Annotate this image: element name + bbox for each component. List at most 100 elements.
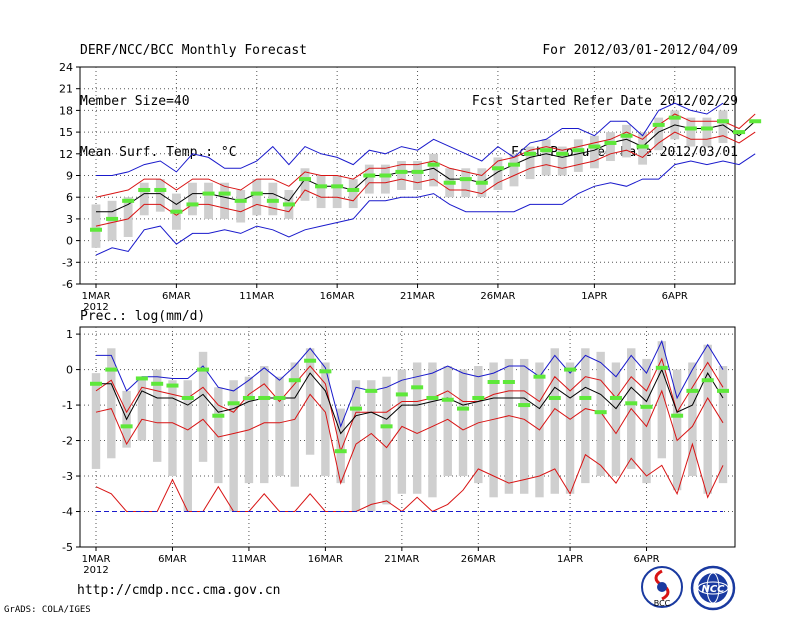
prec-observed-mark [533, 374, 546, 379]
prec-observed-mark [625, 401, 638, 406]
prec-xtick-label: 1APR [557, 554, 583, 565]
prec-observed-mark [181, 395, 194, 400]
temp-observed-mark [363, 173, 376, 178]
prec-xtick-label: 21MAR [384, 554, 419, 565]
temp-ytick-label: 21 [59, 83, 73, 96]
prec-xtick-label: 26MAR [461, 554, 496, 565]
temp-ensemble-box [91, 204, 101, 248]
prec-xtick-year: 2012 [83, 565, 108, 576]
temp-observed-mark [588, 144, 601, 149]
temp-observed-mark [668, 115, 681, 120]
temp-xtick-label: 6APR [662, 291, 688, 302]
prec-ensemble-box [275, 376, 284, 477]
prec-observed-mark [258, 395, 271, 400]
prec-ensemble-box [397, 369, 407, 494]
temp-xtick-label: 1MAR [82, 291, 111, 302]
temp-ensemble-box [380, 164, 390, 194]
prec-observed-mark [242, 395, 255, 400]
temp-xtick-label: 6MAR [162, 291, 191, 302]
prec-observed-mark [518, 403, 531, 408]
temp-ensemble-box [573, 139, 583, 172]
temp-ensemble-box [332, 175, 342, 209]
temp-ensemble-box [188, 182, 197, 216]
temp-ensemble-box [686, 117, 696, 147]
temp-observed-mark [749, 119, 762, 124]
temp-observed-mark [540, 148, 553, 153]
temp-series-upper [95, 113, 756, 198]
prec-ensemble-box [474, 366, 483, 484]
prec-observed-mark [105, 367, 118, 372]
temp-observed-mark [652, 122, 665, 127]
prec-ensemble-box [672, 369, 682, 491]
temp-observed-mark [684, 126, 697, 131]
prec-ensemble-box [367, 380, 376, 512]
prec-ensemble-box [703, 344, 712, 494]
prec-observed-mark [564, 367, 577, 372]
prec-ensemble-box [688, 362, 697, 477]
prec-observed-mark [197, 367, 210, 372]
temp-observed-mark [106, 216, 119, 221]
prec-xtick-label: 16MAR [308, 554, 343, 565]
source-url[interactable]: http://cmdp.ncc.cma.gov.cn [77, 583, 281, 598]
temp-observed-mark [572, 148, 585, 153]
temp-observed-mark [250, 191, 263, 196]
temp-observed-mark [122, 198, 135, 203]
prec-ensemble-box [489, 362, 498, 498]
prec-ytick-label: -4 [62, 506, 73, 519]
prec-observed-mark [441, 397, 454, 402]
forecast-period: For 2012/03/01-2012/04/09 [542, 43, 738, 58]
prec-observed-mark [151, 381, 164, 386]
temp-observed-mark [379, 173, 392, 178]
temp-ensemble-box [413, 161, 422, 190]
temp-observed-mark [524, 151, 537, 156]
temp-ytick-label: 3 [66, 213, 73, 226]
temp-observed-mark [733, 130, 746, 135]
prec-ytick-label: -1 [62, 399, 73, 412]
temp-observed-mark [491, 166, 504, 171]
temp-observed-mark [218, 191, 231, 196]
prec-ytick-label: -2 [62, 435, 73, 448]
temp-observed-mark [508, 162, 520, 167]
temp-observed-mark [459, 177, 472, 182]
prec-ensemble-box [458, 369, 468, 477]
prec-observed-mark [334, 449, 347, 454]
prec-observed-mark [411, 385, 424, 390]
temp-observed-mark [234, 198, 247, 203]
prec-observed-mark [686, 388, 699, 393]
temp-ytick-label: 18 [59, 104, 73, 117]
bcc-logo-text: BCC [654, 599, 671, 608]
temp-observed-mark [636, 144, 649, 149]
prec-observed-mark [594, 410, 607, 415]
prec-observed-mark [365, 388, 378, 393]
temp-xtick-label: 1APR [581, 291, 607, 302]
prec-ytick-label: -5 [62, 541, 73, 554]
temp-ensemble-box [316, 175, 326, 209]
prec-ensemble-box [137, 376, 147, 441]
prec-observed-mark [304, 358, 317, 363]
prec-ensemble-box [198, 351, 208, 462]
prec-observed-mark [120, 424, 133, 429]
temp-ensemble-box [541, 139, 551, 176]
temp-ensemble-box [123, 197, 133, 237]
temp-ensemble-box [252, 179, 262, 216]
temp-xtick-label: 11MAR [239, 291, 274, 302]
temp-xtick-label: 16MAR [320, 291, 355, 302]
grads-credit: GrADS: COLA/IGES [4, 605, 91, 615]
prec-ensemble-box [443, 366, 452, 477]
temp-observed-mark [443, 180, 456, 185]
temp-ytick-label: 0 [66, 235, 73, 248]
prec-ytick-label: -3 [62, 470, 73, 483]
prec-observed-mark [609, 395, 622, 400]
prec-panel-title: Prec.: log(mm/d) [80, 309, 206, 324]
temp-observed-mark [700, 126, 713, 131]
ncc-logo-text: NCC [701, 584, 725, 595]
temp-observed-mark [604, 140, 617, 145]
prec-observed-mark [319, 369, 332, 374]
temp-ytick-label: 12 [59, 148, 73, 161]
temp-observed-mark [395, 169, 408, 174]
prec-ensemble-box [107, 348, 116, 459]
temp-series-min [95, 153, 756, 256]
temp-observed-mark [90, 227, 102, 232]
temp-ensemble-box [220, 182, 230, 219]
temp-ensemble-box [397, 161, 406, 190]
